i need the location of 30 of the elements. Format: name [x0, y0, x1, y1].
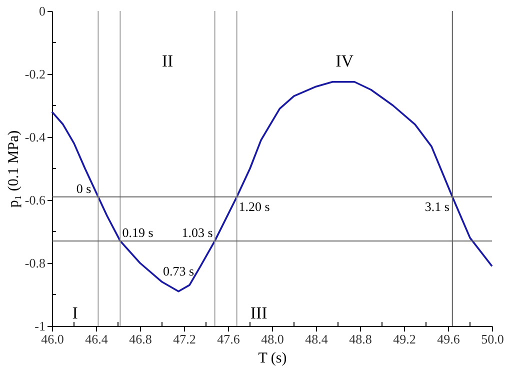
x-tick-label: 49.2: [393, 332, 416, 346]
y-tick-label: -1: [34, 318, 46, 334]
x-tick-label: 49.6: [437, 332, 460, 346]
x-axis-title: T (s): [258, 350, 287, 366]
annotation: III: [250, 303, 268, 322]
y-tick-label: -0.8: [24, 256, 46, 270]
x-tick-label: 48.8: [349, 332, 372, 346]
x-tick-label: 47.6: [217, 332, 240, 346]
x-tick-label: 46.4: [85, 332, 108, 346]
y-tick-label: 0: [39, 4, 46, 18]
annotation: IV: [336, 51, 354, 70]
annotation: 1.03 s: [182, 224, 213, 240]
annotation: II: [162, 51, 174, 70]
annotation: 1.20 s: [238, 198, 270, 214]
annotation: 3.1 s: [424, 198, 450, 214]
x-tick-label: 50.0: [481, 332, 504, 346]
x-tick-label: 46.0: [41, 332, 64, 346]
annotation: 0.19 s: [122, 224, 154, 240]
y-tick-label: -0.6: [24, 192, 46, 208]
annotation: 0 s: [76, 180, 92, 196]
x-tick-label: 47.2: [173, 332, 196, 346]
x-tick-label: 48.4: [305, 332, 328, 346]
y-tick-label: -0.2: [24, 66, 46, 82]
x-tick-label: 46.8: [129, 332, 152, 346]
y-tick-label: -0.4: [24, 130, 46, 144]
annotation: I: [72, 303, 78, 322]
y-axis-title: p₁ (0.1 MPa): [6, 130, 22, 208]
line-series: [51, 80, 493, 292]
annotation: 0.73 s: [162, 263, 194, 278]
x-tick-label: 48.0: [261, 332, 284, 346]
